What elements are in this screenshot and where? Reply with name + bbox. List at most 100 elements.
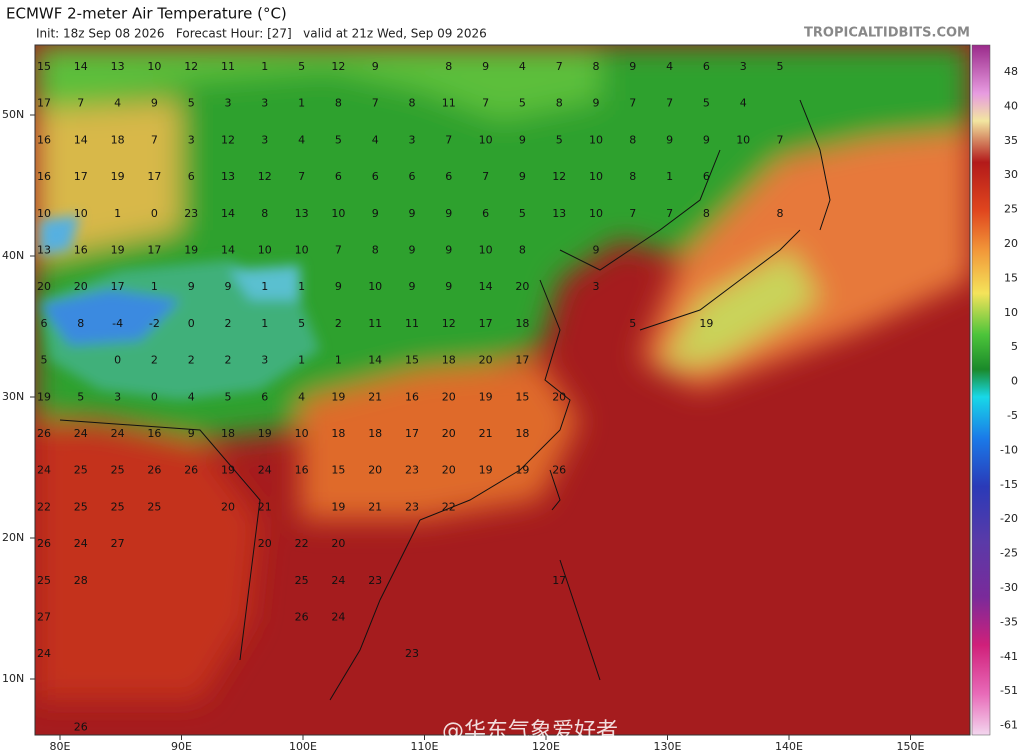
- station-value: 20: [515, 280, 529, 293]
- station-value: 8: [445, 60, 452, 73]
- station-value: 9: [445, 244, 452, 257]
- station-value: 1: [261, 280, 268, 293]
- station-value: 5: [77, 390, 84, 403]
- station-value: 7: [629, 207, 636, 220]
- station-value: 4: [372, 133, 379, 146]
- station-value: 8: [335, 97, 342, 110]
- station-value: 25: [111, 500, 125, 513]
- colorbar-label: 0: [1011, 375, 1018, 388]
- colorbar-label: 20: [1004, 237, 1018, 250]
- station-value: 19: [184, 244, 198, 257]
- colorbar-label: -20: [1000, 512, 1018, 525]
- colorbar-label: -30: [1000, 581, 1018, 594]
- station-value: 4: [298, 133, 305, 146]
- station-value: 24: [74, 537, 88, 550]
- station-value: 16: [74, 244, 88, 257]
- lat-label: 20N: [2, 531, 24, 544]
- lat-label: 10N: [2, 672, 24, 685]
- station-value: 9: [703, 133, 710, 146]
- map: [35, 45, 970, 735]
- station-value: 8: [703, 207, 710, 220]
- station-value: 16: [405, 390, 419, 403]
- station-value: 4: [519, 60, 526, 73]
- station-value: 21: [368, 390, 382, 403]
- station-value: 19: [111, 170, 125, 183]
- station-value: 9: [482, 60, 489, 73]
- station-value: 0: [188, 317, 195, 330]
- station-value: 16: [295, 464, 309, 477]
- colorbar-label: 10: [1004, 306, 1018, 319]
- station-value: 14: [479, 280, 493, 293]
- station-value: 11: [221, 60, 235, 73]
- station-value: 12: [552, 170, 566, 183]
- station-value: 8: [372, 244, 379, 257]
- station-value: 24: [74, 427, 88, 440]
- station-value: 27: [111, 537, 125, 550]
- station-value: 17: [147, 244, 161, 257]
- station-value: 7: [666, 207, 673, 220]
- station-value: 18: [221, 427, 235, 440]
- station-value: 14: [74, 133, 88, 146]
- station-value: 20: [221, 500, 235, 513]
- station-value: 21: [258, 500, 272, 513]
- station-value: 20: [368, 464, 382, 477]
- station-value: 9: [519, 133, 526, 146]
- station-value: 8: [629, 133, 636, 146]
- station-value: 5: [703, 97, 710, 110]
- station-value: 23: [405, 464, 419, 477]
- station-value: 17: [405, 427, 419, 440]
- station-value: 9: [188, 280, 195, 293]
- station-value: 7: [482, 97, 489, 110]
- colorbar-label: -51: [1000, 684, 1018, 697]
- station-value: 9: [372, 60, 379, 73]
- station-value: 9: [445, 280, 452, 293]
- station-value: 10: [147, 60, 161, 73]
- station-value: 20: [74, 280, 88, 293]
- station-value: 17: [111, 280, 125, 293]
- station-value: 19: [331, 390, 345, 403]
- station-value: 15: [37, 60, 51, 73]
- station-value: 17: [37, 97, 51, 110]
- station-value: 14: [221, 244, 235, 257]
- station-value: 19: [479, 464, 493, 477]
- station-value: 20: [442, 464, 456, 477]
- station-value: 11: [442, 97, 456, 110]
- station-value: 18: [442, 354, 456, 367]
- colorbar-label: 30: [1004, 168, 1018, 181]
- station-value: 10: [74, 207, 88, 220]
- station-value: 7: [151, 133, 158, 146]
- station-value: 25: [147, 500, 161, 513]
- station-value: 4: [298, 390, 305, 403]
- station-value: 7: [556, 60, 563, 73]
- station-value: 2: [225, 317, 232, 330]
- station-values: 15 14 13 10 12 11 1 5 12 9 8 9 4 7 8 9 4 6 3 517 7 4 9 5 3 3 1 8 7 8 1…: [37, 60, 784, 734]
- station-value: 9: [372, 207, 379, 220]
- colorbar-label: 48: [1004, 65, 1018, 78]
- station-value: 4: [188, 390, 195, 403]
- station-value: 5: [225, 390, 232, 403]
- station-value: 0: [151, 390, 158, 403]
- lat-label: 50N: [2, 108, 24, 121]
- station-value: 9: [335, 280, 342, 293]
- station-value: 6: [372, 170, 379, 183]
- station-value: 18: [515, 427, 529, 440]
- station-value: 7: [482, 170, 489, 183]
- station-value: 3: [188, 133, 195, 146]
- station-value: 15: [405, 354, 419, 367]
- title: ECMWF 2-meter Air Temperature (°C): [6, 5, 287, 23]
- station-value: 1: [151, 280, 158, 293]
- station-value: 18: [368, 427, 382, 440]
- station-value: 23: [184, 207, 198, 220]
- station-value: 14: [221, 207, 235, 220]
- station-value: 4: [740, 97, 747, 110]
- station-value: 20: [442, 427, 456, 440]
- station-value: 7: [298, 170, 305, 183]
- station-value: 2: [151, 354, 158, 367]
- lat-label: 40N: [2, 249, 24, 262]
- station-value: 22: [442, 500, 456, 513]
- station-value: 6: [188, 170, 195, 183]
- station-value: 10: [736, 133, 750, 146]
- station-value: 10: [479, 244, 493, 257]
- station-value: 3: [114, 390, 121, 403]
- colorbar-label: -10: [1000, 443, 1018, 456]
